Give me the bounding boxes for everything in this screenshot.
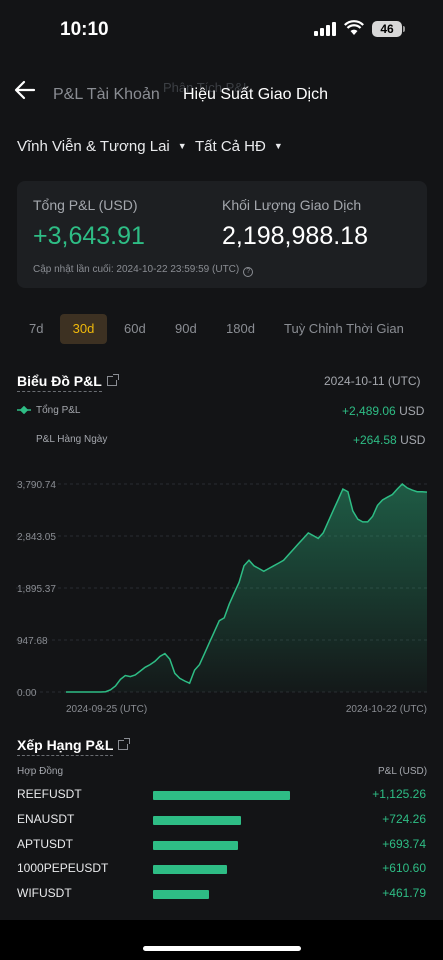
- ranking-row-bar: [153, 791, 290, 800]
- wifi-icon: [344, 20, 364, 35]
- tab-trading-performance[interactable]: Hiệu Suất Giao Dịch: [183, 86, 328, 103]
- ranking-row-bar: [153, 841, 238, 850]
- range-60d[interactable]: 60d: [124, 321, 146, 336]
- legend-total-pnl: Tổng P&L: [36, 405, 81, 416]
- volume-value: 2,198,988.18: [222, 222, 368, 250]
- column-pnl-header: P&L (USD): [378, 766, 428, 777]
- status-time: 10:10: [60, 19, 109, 40]
- legend-daily-pnl-amount: +264.58: [353, 433, 397, 447]
- ranking-row-bar: [153, 890, 210, 899]
- ranking-row-bar: [153, 865, 228, 874]
- pnl-chart-title[interactable]: Biểu Đồ P&L: [17, 373, 119, 392]
- contract-filter-label: Tất Cả HĐ: [195, 138, 266, 155]
- range-7d[interactable]: 7d: [29, 321, 44, 336]
- contract-filter-dropdown[interactable]: Tất Cả HĐ ▼: [195, 138, 283, 155]
- y-tick-label: 947.68: [17, 636, 48, 647]
- market-filter-dropdown[interactable]: Vĩnh Viễn & Tương Lai ▼: [17, 138, 187, 155]
- x-tick-label: 2024-10-22 (UTC): [346, 704, 427, 715]
- y-tick-label: 2,843.05: [17, 532, 56, 543]
- pnl-line: [66, 482, 428, 693]
- pnl-area-fill: [66, 484, 427, 692]
- ranking-row-pnl: +610.60: [382, 861, 426, 875]
- last-updated: Cập nhật lần cuối: 2024-10-22 23:59:59 (…: [33, 264, 254, 277]
- external-link-icon[interactable]: [118, 738, 131, 750]
- back-arrow-icon[interactable]: [14, 80, 36, 100]
- tab-account-pnl[interactable]: P&L Tài Khoản: [53, 86, 160, 103]
- range-90d[interactable]: 90d: [175, 321, 197, 336]
- column-contract-header: Hợp Đồng: [17, 766, 64, 777]
- ranking-row-pnl: +461.79: [382, 886, 426, 900]
- ranking-row-symbol[interactable]: ENAUSDT: [17, 812, 75, 826]
- pnl-ranking-title-text: Xếp Hạng P&L: [17, 737, 114, 756]
- ranking-row-symbol[interactable]: REEFUSDT: [17, 787, 82, 801]
- line-legend-icon: [17, 406, 31, 414]
- ranking-row-pnl: +1,125.26: [372, 787, 426, 801]
- ranking-row-symbol[interactable]: 1000PEPEUSDT: [17, 861, 109, 875]
- ranking-row-pnl: +693.74: [382, 837, 426, 851]
- total-pnl-value: +3,643.91: [33, 222, 145, 250]
- pnl-ranking-title[interactable]: Xếp Hạng P&L: [17, 737, 131, 756]
- last-updated-text: Cập nhật lần cuối: 2024-10-22 23:59:59 (…: [33, 264, 240, 275]
- info-icon[interactable]: ?: [243, 267, 254, 277]
- caret-down-icon: ▼: [273, 141, 283, 151]
- x-tick-label: 2024-09-25 (UTC): [66, 704, 147, 715]
- pnl-area-chart[interactable]: 3,790.74 2,843.05 1,895.37 947.68 0.00 2024-…: [0, 470, 443, 720]
- market-filter-label: Vĩnh Viễn & Tương Lai: [17, 138, 170, 155]
- range-180d[interactable]: 180d: [226, 321, 255, 336]
- legend-total-pnl-value: +2,489.06 USD: [342, 404, 424, 418]
- home-indicator[interactable]: [143, 946, 301, 951]
- unit-usd: USD: [399, 404, 425, 418]
- cellular-signal-icon: [314, 22, 338, 36]
- chart-selected-date: 2024-10-11 (UTC): [324, 374, 421, 388]
- pnl-chart-title-text: Biểu Đồ P&L: [17, 373, 102, 392]
- external-link-icon[interactable]: [106, 374, 119, 386]
- range-custom[interactable]: Tuỳ Chỉnh Thời Gian: [284, 321, 404, 336]
- ranking-row-bar: [153, 816, 242, 825]
- ranking-row-pnl: +724.26: [382, 812, 426, 826]
- summary-card: [17, 181, 427, 288]
- total-pnl-label: Tổng P&L (USD): [33, 197, 138, 213]
- caret-down-icon: ▼: [177, 141, 187, 151]
- legend-total-pnl-amount: +2,489.06: [342, 404, 396, 418]
- y-tick-label: 0.00: [17, 688, 37, 699]
- range-30d[interactable]: 30d: [60, 314, 107, 344]
- battery-icon: 46: [372, 21, 402, 37]
- legend-daily-pnl: P&L Hàng Ngày: [36, 434, 108, 445]
- unit-usd: USD: [400, 433, 426, 447]
- bottom-bar: [0, 920, 443, 960]
- y-tick-label: 3,790.74: [17, 480, 56, 491]
- legend-daily-pnl-value: +264.58 USD: [353, 433, 425, 447]
- tab-ghost-label: Phân Tích P&L: [163, 80, 251, 95]
- battery-tip: [403, 26, 405, 32]
- y-tick-label: 1,895.37: [17, 584, 56, 595]
- volume-label: Khối Lượng Giao Dịch: [222, 197, 362, 213]
- ranking-row-symbol[interactable]: APTUSDT: [17, 837, 74, 851]
- ranking-row-symbol[interactable]: WIFUSDT: [17, 886, 72, 900]
